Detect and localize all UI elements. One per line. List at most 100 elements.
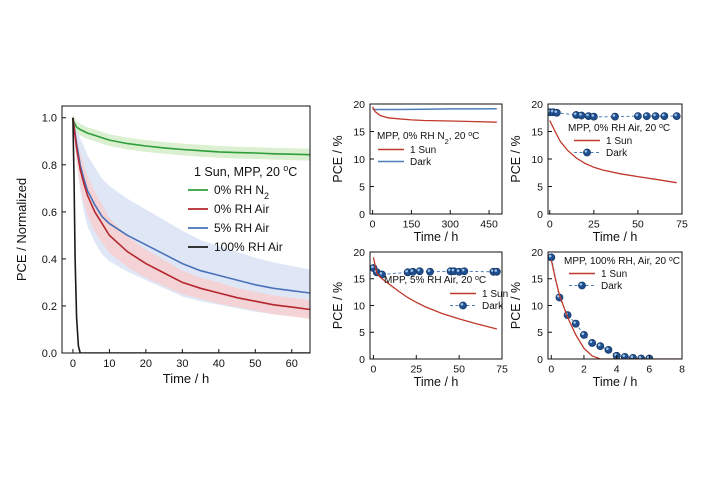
dark-marker-highlight bbox=[635, 113, 639, 117]
y-tick-label: 0.8 bbox=[42, 160, 57, 172]
y-tick-label: 10 bbox=[353, 154, 365, 166]
dark-marker bbox=[578, 281, 586, 290]
panel-p1: 0 150 300 450 0 5 10 15 20 Time / h PCE / % MPP, 0%… bbox=[331, 99, 503, 244]
y-tick-label: 15 bbox=[353, 126, 365, 138]
series-n2-0rh-band bbox=[72, 114, 310, 161]
x-tick-label: 25 bbox=[410, 364, 422, 376]
legend-title: 1 Sun, MPP, 20 oC bbox=[194, 163, 297, 179]
x-tick-label: 40 bbox=[213, 358, 225, 370]
dark-marker bbox=[604, 346, 613, 354]
dark-marker bbox=[642, 112, 651, 120]
y-axis-label: PCE / % bbox=[331, 135, 345, 182]
x-tick-label: 450 bbox=[480, 219, 498, 231]
x-tick-label: 150 bbox=[403, 219, 421, 231]
x-tick-label: 50 bbox=[249, 358, 261, 370]
dark-marker-highlight bbox=[379, 271, 383, 275]
x-tick-label: 30 bbox=[176, 358, 188, 370]
dark-marker-highlight bbox=[405, 269, 408, 273]
y-axis-label: PCE / % bbox=[331, 282, 345, 329]
x-tick-label: 20 bbox=[140, 358, 152, 370]
dark-marker-highlight bbox=[573, 112, 577, 116]
y-tick-label: 0.6 bbox=[42, 207, 57, 219]
dark-marker-highlight bbox=[586, 113, 589, 117]
dark-marker bbox=[583, 148, 591, 157]
legend-entry: Dark bbox=[606, 148, 628, 159]
dark-marker bbox=[672, 112, 681, 120]
panel-title: MPP, 5% RH Air, 20 oC bbox=[384, 275, 486, 287]
dark-marker-highlight bbox=[456, 269, 460, 272]
sun-line bbox=[549, 120, 677, 184]
panel-plot-area bbox=[548, 253, 682, 359]
y-tick-label: 20 bbox=[531, 99, 543, 111]
y-axis-label: PCE / Normalized bbox=[14, 178, 29, 281]
y-tick-label: 1.0 bbox=[42, 113, 57, 125]
dark-marker-highlight bbox=[638, 355, 642, 359]
x-tick-label: 2 bbox=[581, 364, 587, 376]
legend-entry: 0% RH Air bbox=[214, 202, 269, 216]
dark-marker-highlight bbox=[573, 321, 576, 324]
x-axis-label: Time / h bbox=[414, 375, 459, 389]
main-plot-area bbox=[72, 114, 310, 353]
dark-marker-highlight bbox=[644, 113, 647, 117]
x-tick-label: 0 bbox=[547, 219, 553, 231]
x-tick-label: 0 bbox=[548, 364, 554, 376]
dark-marker bbox=[629, 354, 637, 359]
dark-marker bbox=[492, 267, 501, 276]
panel-p2: 0 25 50 75 0 5 10 15 20 Time / h PCE / % MPP, 0% RH… bbox=[509, 99, 688, 244]
dark-marker-highlight bbox=[612, 114, 616, 117]
legend-entry: 0% RH N2 bbox=[214, 183, 269, 201]
y-tick-label: 15 bbox=[531, 274, 543, 286]
panel-plot-area bbox=[548, 108, 681, 184]
dark-marker-highlight bbox=[491, 269, 494, 272]
series-air-100rh-line bbox=[72, 117, 310, 353]
legend-entry: Dark bbox=[601, 281, 623, 292]
legend-entry: 1 Sun bbox=[601, 269, 627, 280]
dark-marker-highlight bbox=[597, 343, 601, 347]
dark-marker bbox=[552, 108, 561, 117]
x-axis-label: Time / h bbox=[593, 375, 638, 389]
dark-marker-highlight bbox=[584, 150, 588, 153]
y-tick-label: 20 bbox=[353, 99, 365, 111]
dark-marker bbox=[596, 342, 605, 351]
x-tick-label: 10 bbox=[103, 358, 115, 370]
y-axis-label: PCE / % bbox=[509, 282, 523, 329]
y-tick-label: 20 bbox=[531, 247, 543, 259]
y-tick-label: 10 bbox=[353, 300, 365, 312]
dark-marker-highlight bbox=[550, 109, 554, 113]
y-tick-label: 10 bbox=[531, 154, 543, 166]
panel-p4: 0 2 4 6 8 0 5 10 15 20 Time / h PCE / % MPP, 100% RH… bbox=[509, 247, 685, 389]
series-air-0rh-band bbox=[72, 115, 310, 319]
dark-marker bbox=[415, 267, 424, 276]
dark-marker-highlight bbox=[451, 268, 455, 272]
y-tick-label: 0 bbox=[359, 209, 365, 221]
y-tick-label: 5 bbox=[359, 327, 365, 339]
legend-entry: Dark bbox=[482, 301, 504, 312]
series-n2-0rh-line bbox=[72, 119, 310, 156]
sun-line bbox=[372, 257, 498, 330]
x-tick-label: 25 bbox=[588, 219, 600, 231]
panel-title: MPP, 0% RH N2, 20 oC bbox=[377, 131, 479, 146]
sun-line bbox=[550, 259, 682, 359]
dark-marker bbox=[571, 319, 580, 328]
legend-entry: 1 Sun bbox=[410, 145, 436, 156]
dark-marker-highlight bbox=[410, 269, 414, 272]
dark-marker bbox=[588, 339, 597, 347]
panel-plot-area bbox=[370, 257, 501, 330]
x-tick-label: 6 bbox=[646, 364, 652, 376]
x-axis-label: Time / h bbox=[414, 230, 459, 244]
y-tick-label: 0 bbox=[359, 354, 365, 366]
x-axis-label: Time / h bbox=[163, 371, 209, 386]
x-tick-label: 50 bbox=[453, 364, 465, 376]
x-tick-label: 4 bbox=[614, 364, 620, 376]
y-tick-label: 15 bbox=[353, 274, 365, 286]
x-axis-label: Time / h bbox=[593, 230, 638, 244]
y-tick-label: 0 bbox=[537, 354, 543, 366]
dark-marker-highlight bbox=[630, 355, 634, 359]
x-tick-label: 50 bbox=[632, 219, 644, 231]
legend-entry: 5% RH Air bbox=[214, 221, 269, 235]
dark-marker-highlight bbox=[554, 110, 558, 113]
dark-marker bbox=[634, 112, 642, 120]
legend-entry: 100% RH Air bbox=[214, 240, 283, 254]
legend-entry: Dark bbox=[410, 157, 432, 168]
dark-marker-highlight bbox=[661, 113, 665, 117]
